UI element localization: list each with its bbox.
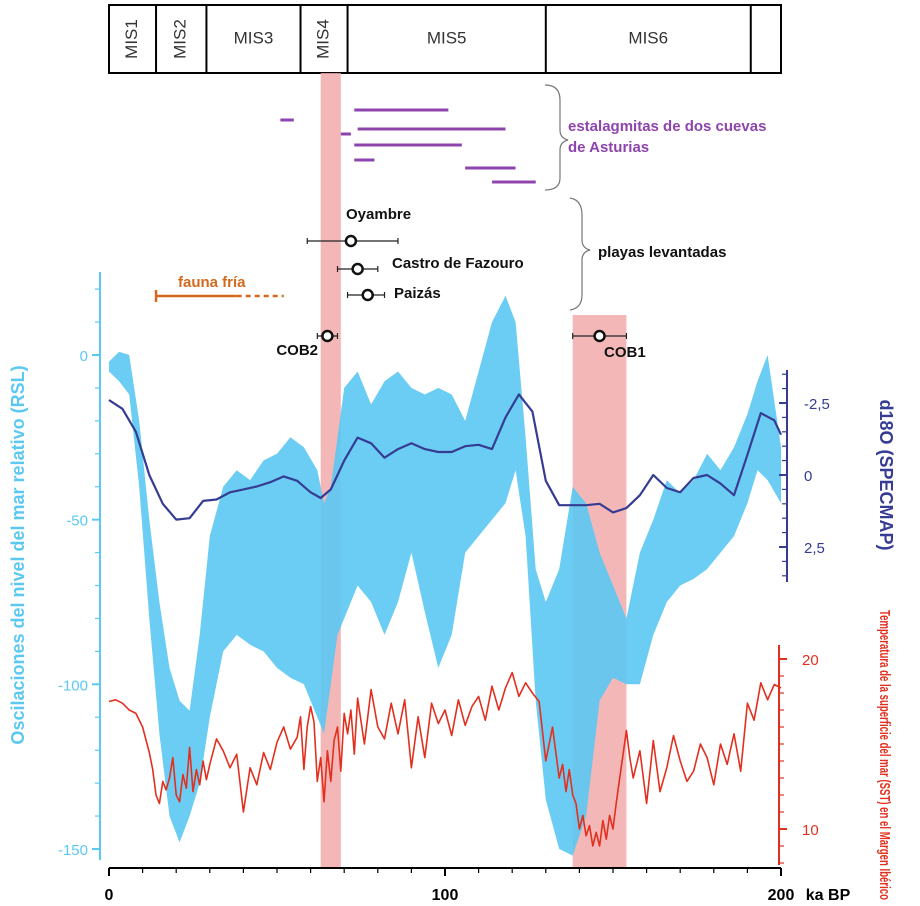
x-unit-label: ka BP bbox=[806, 887, 851, 904]
mis-stage-label: MIS4 bbox=[314, 19, 333, 59]
rsl-series bbox=[109, 295, 781, 856]
d18o-tick-label: 2,5 bbox=[804, 540, 825, 557]
stalagmite-label: estalagmitas de dos cuevas bbox=[568, 118, 766, 135]
fauna-fria-group: fauna fría bbox=[154, 274, 284, 302]
rsl-tick-label: -50 bbox=[66, 513, 88, 530]
beach-point bbox=[321, 329, 334, 343]
beach-point bbox=[351, 262, 364, 276]
d18o-line bbox=[108, 393, 782, 521]
mis-stage-label: MIS2 bbox=[171, 19, 190, 59]
raised-beach-group: playas levantadas Oyambre Castro de Fazour… bbox=[276, 197, 726, 361]
mis-stage-label: MIS1 bbox=[122, 19, 141, 59]
x-tick-label: 200 bbox=[768, 887, 795, 904]
stalagmite-group: estalagmitas de dos cuevas de Asturias bbox=[280, 84, 766, 191]
mis-stage-label: MIS6 bbox=[628, 28, 668, 47]
beach-point-label: COB1 bbox=[604, 344, 646, 361]
beach-group-label: playas levantadas bbox=[598, 244, 726, 261]
beach-point bbox=[361, 288, 374, 302]
rsl-axis-title: Oscilaciones del nivel del mar relativo … bbox=[8, 365, 28, 744]
d18o-series bbox=[108, 393, 782, 521]
d18o-tick-label: -2,5 bbox=[804, 396, 830, 413]
sst-line bbox=[108, 671, 782, 847]
d18o-axis-title: d18O (SPECMAP) bbox=[876, 399, 896, 550]
rsl-envelope bbox=[109, 295, 781, 856]
rsl-tick-label: -100 bbox=[58, 677, 88, 694]
mis-stage-label: MIS3 bbox=[234, 28, 274, 47]
beach-point-label: Paizás bbox=[394, 285, 441, 302]
beach-point-label: Castro de Fazouro bbox=[392, 255, 524, 272]
beach-point-label: Oyambre bbox=[346, 206, 411, 223]
beach-point bbox=[344, 234, 358, 248]
mis-stage-label: MIS5 bbox=[427, 28, 467, 47]
stalagmite-brace bbox=[544, 84, 569, 191]
stalagmite-label: de Asturias bbox=[568, 139, 649, 156]
sst-tick-label: 20 bbox=[802, 652, 819, 669]
fauna-label: fauna fría bbox=[178, 274, 246, 291]
d18o-tick-label: 0 bbox=[804, 468, 812, 485]
mis-bar-frame bbox=[108, 4, 782, 74]
rsl-tick-label: -150 bbox=[58, 842, 88, 859]
sst-axis-title: Temperatura de la superficie del mar (SS… bbox=[876, 610, 893, 900]
beach-point bbox=[593, 329, 606, 343]
rsl-tick-label: 0 bbox=[80, 348, 88, 365]
sst-series bbox=[108, 671, 782, 847]
sst-tick-label: 10 bbox=[802, 822, 819, 839]
beach-point-label: COB2 bbox=[276, 342, 318, 359]
mis-stage-bar: MIS1 MIS2 MIS3 MIS4 MIS5 MIS6 bbox=[108, 4, 782, 74]
beach-brace bbox=[569, 197, 591, 311]
x-tick-label: 0 bbox=[105, 887, 114, 904]
x-tick-label: 100 bbox=[432, 887, 459, 904]
